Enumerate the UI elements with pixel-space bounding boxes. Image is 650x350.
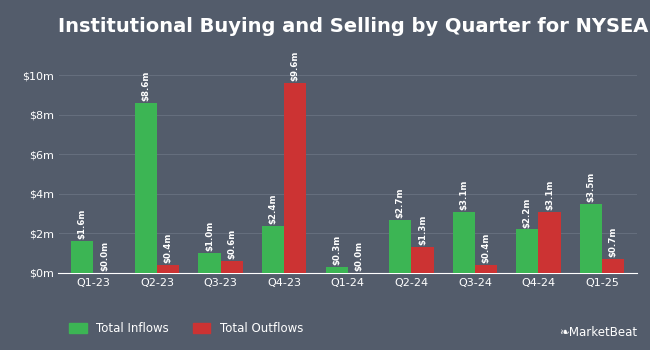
Text: $8.6m: $8.6m: [142, 70, 150, 101]
Text: $2.4m: $2.4m: [268, 193, 278, 224]
Bar: [516, 230, 538, 273]
Text: $0.4m: $0.4m: [482, 233, 491, 263]
Bar: [326, 267, 348, 273]
Text: ❧MarketBeat: ❧MarketBeat: [559, 327, 637, 340]
Text: $2.2m: $2.2m: [523, 197, 532, 228]
Bar: [284, 83, 306, 273]
Text: $0.0m: $0.0m: [354, 241, 363, 271]
Text: $0.7m: $0.7m: [608, 227, 618, 257]
Text: $1.6m: $1.6m: [78, 209, 87, 239]
Text: $0.4m: $0.4m: [164, 233, 173, 263]
Bar: [220, 261, 243, 273]
Bar: [198, 253, 220, 273]
Text: $9.6m: $9.6m: [291, 51, 300, 81]
Legend: Total Inflows, Total Outflows: Total Inflows, Total Outflows: [64, 317, 308, 340]
Bar: [72, 241, 94, 273]
Bar: [602, 259, 624, 273]
Bar: [262, 225, 284, 273]
Text: $0.6m: $0.6m: [227, 229, 236, 259]
Text: $0.0m: $0.0m: [100, 241, 109, 271]
Bar: [157, 265, 179, 273]
Bar: [452, 212, 475, 273]
Text: $1.3m: $1.3m: [418, 215, 427, 245]
Bar: [135, 103, 157, 273]
Bar: [411, 247, 434, 273]
Text: $2.7m: $2.7m: [396, 187, 405, 218]
Text: $3.1m: $3.1m: [460, 179, 468, 210]
Bar: [389, 219, 411, 273]
Bar: [580, 204, 602, 273]
Bar: [475, 265, 497, 273]
Bar: [538, 212, 561, 273]
Text: $3.1m: $3.1m: [545, 179, 554, 210]
Text: Institutional Buying and Selling by Quarter for NYSEARCA:IBND: Institutional Buying and Selling by Quar…: [58, 16, 650, 36]
Text: $3.5m: $3.5m: [586, 172, 595, 202]
Text: $1.0m: $1.0m: [205, 221, 214, 251]
Text: $0.3m: $0.3m: [332, 235, 341, 265]
